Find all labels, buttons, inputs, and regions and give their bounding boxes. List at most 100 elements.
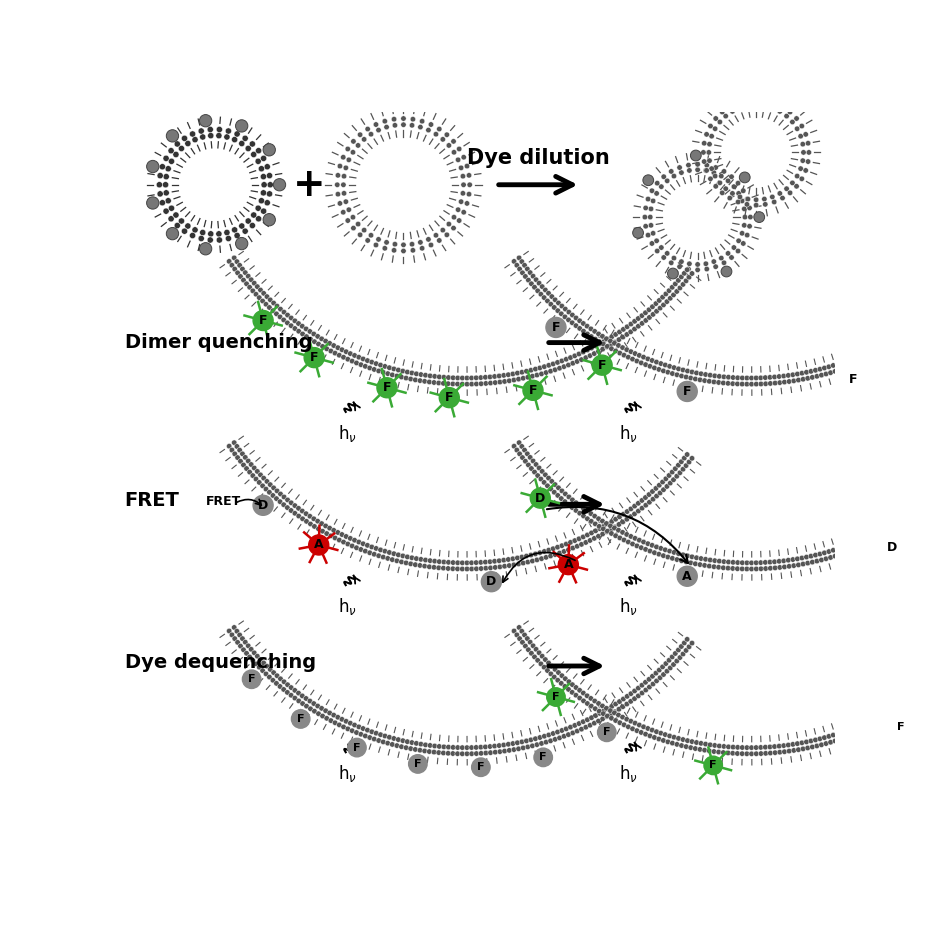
Circle shape [645, 196, 651, 202]
Circle shape [717, 119, 723, 125]
Circle shape [506, 557, 511, 562]
Circle shape [770, 194, 775, 200]
Circle shape [356, 354, 362, 360]
Circle shape [519, 629, 525, 634]
Circle shape [363, 733, 368, 738]
Circle shape [795, 556, 800, 562]
Circle shape [528, 737, 534, 742]
Circle shape [848, 726, 854, 732]
Circle shape [818, 557, 824, 563]
Circle shape [596, 349, 601, 354]
Circle shape [597, 711, 603, 716]
Circle shape [601, 524, 606, 529]
Circle shape [556, 485, 561, 490]
Circle shape [410, 116, 416, 122]
Circle shape [253, 476, 259, 482]
Circle shape [660, 479, 665, 485]
Circle shape [600, 334, 605, 339]
Circle shape [259, 483, 265, 488]
Circle shape [546, 290, 551, 296]
Circle shape [777, 380, 782, 385]
Circle shape [455, 745, 460, 751]
Circle shape [271, 678, 275, 683]
Circle shape [848, 357, 854, 362]
Circle shape [731, 184, 737, 190]
Circle shape [739, 745, 745, 751]
Circle shape [157, 191, 164, 197]
Circle shape [617, 707, 621, 712]
Circle shape [721, 380, 726, 386]
Circle shape [813, 552, 818, 558]
Circle shape [686, 644, 692, 649]
Text: F: F [551, 321, 560, 334]
Circle shape [548, 671, 553, 676]
Circle shape [739, 560, 745, 565]
Circle shape [316, 341, 321, 347]
Circle shape [551, 731, 556, 737]
Circle shape [646, 499, 652, 505]
Circle shape [684, 553, 690, 559]
Circle shape [537, 465, 542, 471]
Circle shape [199, 243, 212, 255]
Circle shape [620, 697, 626, 701]
Circle shape [232, 625, 237, 631]
Circle shape [909, 325, 914, 330]
Circle shape [909, 509, 914, 514]
Circle shape [501, 373, 507, 379]
Circle shape [483, 559, 488, 565]
Circle shape [671, 173, 677, 179]
Circle shape [677, 264, 683, 270]
Circle shape [634, 358, 640, 364]
Circle shape [708, 373, 712, 378]
Circle shape [361, 356, 365, 362]
Circle shape [234, 259, 240, 264]
Circle shape [845, 734, 851, 739]
Circle shape [901, 699, 907, 705]
Circle shape [740, 241, 746, 246]
Circle shape [703, 261, 709, 266]
Circle shape [604, 344, 609, 350]
Circle shape [185, 140, 191, 147]
Circle shape [616, 343, 621, 348]
Circle shape [267, 181, 273, 188]
Circle shape [418, 557, 424, 562]
Circle shape [631, 696, 637, 701]
Circle shape [541, 364, 547, 369]
Circle shape [371, 737, 377, 742]
Circle shape [674, 658, 680, 664]
Circle shape [521, 376, 525, 381]
Circle shape [198, 235, 205, 242]
Circle shape [893, 527, 898, 532]
Circle shape [361, 725, 365, 731]
Circle shape [552, 667, 558, 672]
Circle shape [232, 137, 238, 142]
Circle shape [367, 550, 372, 555]
Circle shape [628, 514, 633, 519]
Circle shape [780, 195, 785, 201]
Circle shape [609, 334, 615, 339]
Circle shape [207, 231, 214, 237]
Circle shape [451, 150, 457, 155]
Circle shape [237, 262, 243, 268]
Circle shape [631, 512, 637, 516]
Circle shape [870, 348, 874, 353]
Circle shape [555, 360, 560, 365]
Circle shape [578, 541, 584, 547]
Circle shape [828, 370, 833, 376]
Circle shape [736, 199, 741, 205]
Circle shape [455, 751, 460, 756]
Circle shape [900, 707, 906, 712]
Circle shape [725, 179, 731, 183]
Circle shape [207, 237, 213, 243]
Circle shape [243, 640, 248, 644]
Circle shape [805, 376, 810, 381]
Circle shape [658, 184, 664, 190]
Circle shape [711, 564, 717, 569]
Circle shape [663, 476, 669, 482]
Circle shape [456, 157, 460, 163]
Circle shape [320, 528, 325, 534]
Circle shape [200, 134, 206, 140]
Circle shape [493, 750, 498, 755]
Circle shape [380, 369, 386, 375]
Circle shape [658, 245, 664, 250]
